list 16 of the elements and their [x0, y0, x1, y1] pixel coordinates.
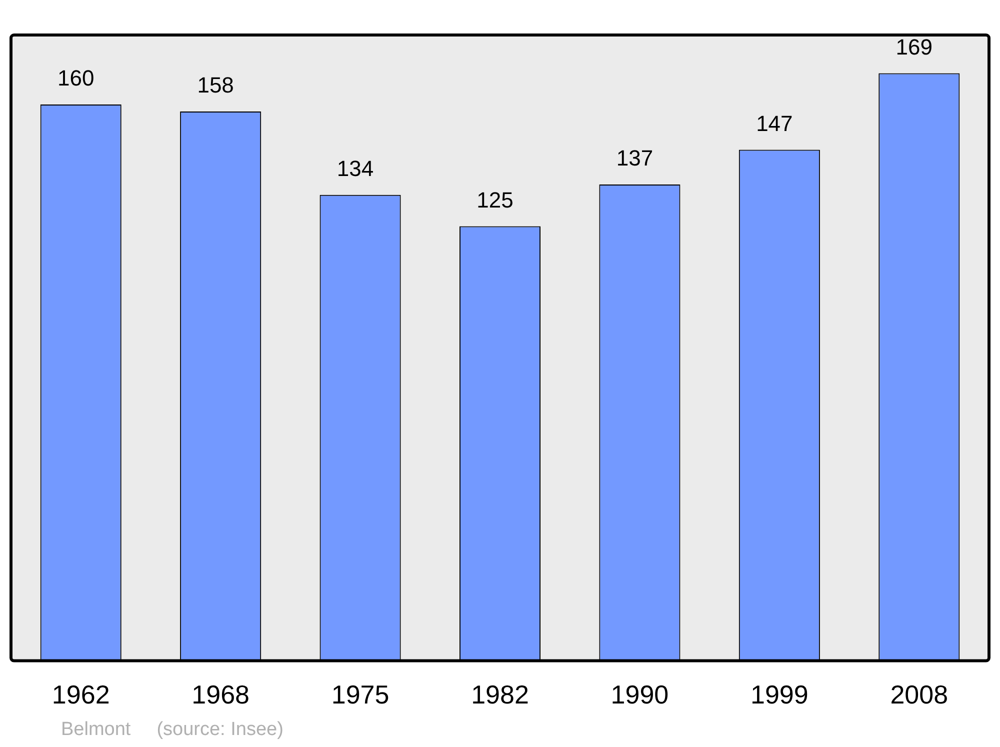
x-tick-label: 1962 [52, 680, 110, 710]
x-tick-label: 2008 [890, 680, 948, 710]
data-label: 137 [616, 146, 654, 171]
text: Belmont [61, 719, 132, 740]
data-label: 158 [197, 72, 234, 98]
text: (source: Insee) [156, 719, 284, 740]
data-label: 125 [476, 187, 514, 212]
x-tick-label: 1990 [610, 680, 669, 710]
data-label: 160 [58, 66, 94, 91]
data-label: 147 [756, 110, 793, 136]
data-label: 169 [896, 34, 932, 60]
data-label: 134 [336, 156, 374, 181]
x-tick-label: 1968 [192, 680, 250, 710]
x-tick-label: 1999 [750, 680, 808, 710]
x-tick-label: 1975 [331, 680, 390, 710]
x-tick-label: 1982 [471, 680, 529, 710]
